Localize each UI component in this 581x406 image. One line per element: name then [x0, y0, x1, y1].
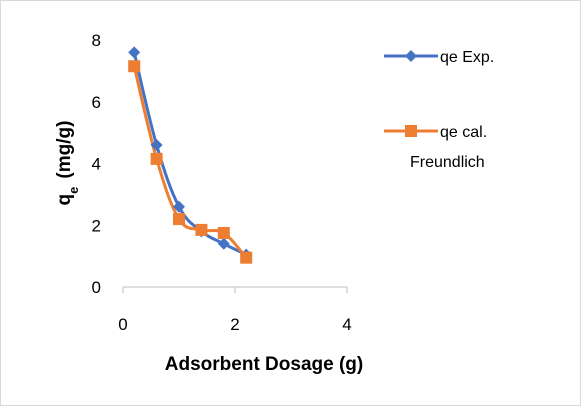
data-point-square — [217, 226, 230, 239]
data-point-square — [150, 152, 163, 165]
legend-marker-square — [405, 125, 417, 137]
y-axis-title: qe (mg/g) — [54, 121, 81, 206]
data-point-square — [195, 223, 208, 236]
data-point-diamond — [128, 46, 141, 59]
data-point-square — [173, 213, 185, 226]
x-ticks: 0 2 4 — [118, 287, 352, 334]
y-tick-label: 4 — [92, 155, 101, 174]
legend-item-freundlich: qe cal. Freundlich — [384, 124, 487, 171]
legend-item-exp: qe Exp. — [384, 49, 494, 66]
data-point-diamond — [217, 237, 230, 250]
data-point-diamond — [173, 200, 185, 213]
x-tick-label: 4 — [342, 315, 351, 334]
legend-label-freundlich-line1: qe cal. — [440, 124, 487, 141]
data-point-diamond — [150, 138, 163, 151]
data-point-square — [240, 251, 253, 264]
series-layer — [128, 46, 253, 264]
y-tick-label: 8 — [92, 31, 101, 50]
legend-label-exp: qe Exp. — [440, 49, 494, 66]
x-axis-title: Adsorbent Dosage (g) — [165, 354, 363, 375]
x-tick-label: 2 — [230, 315, 239, 334]
y-ticks: 0 2 4 6 8 — [92, 31, 101, 297]
y-tick-label: 6 — [92, 93, 101, 112]
y-axis-title-sub: e — [66, 187, 81, 194]
legend-label-freundlich-line2: Freundlich — [410, 154, 485, 171]
legend-marker-diamond — [405, 50, 417, 62]
x-tick-label: 0 — [118, 315, 127, 334]
y-axis-title-rest: (mg/g) — [54, 121, 75, 179]
y-tick-label: 2 — [92, 216, 101, 235]
data-point-square — [128, 60, 141, 73]
legend: qe Exp. qe cal. Freundlich — [384, 49, 494, 171]
y-axis-title-main: q — [54, 194, 75, 206]
y-tick-label: 0 — [92, 278, 101, 297]
